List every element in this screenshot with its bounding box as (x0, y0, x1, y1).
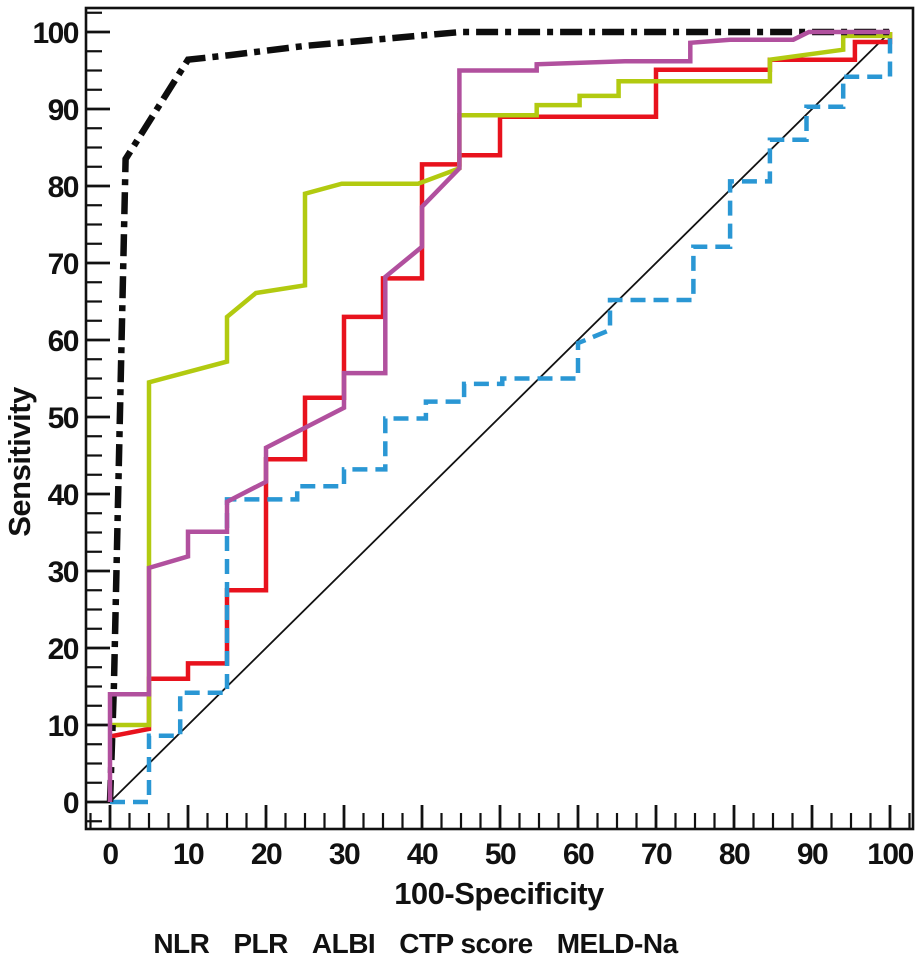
legend-label: CTP score (399, 928, 533, 959)
x-tick-label: 80 (719, 838, 750, 871)
y-tick-label: 10 (48, 710, 79, 743)
y-tick-label: 60 (48, 325, 79, 358)
roc-curve-albi (110, 32, 893, 728)
legend-label: NLR (153, 928, 210, 959)
legend-label: ALBI (311, 928, 376, 959)
x-tick-label: 30 (329, 838, 360, 871)
x-tick-label: 60 (563, 838, 594, 871)
legend: NLR PLR ALBI CTP score MELD-Na (0, 928, 873, 960)
legend-item-plr: PLR (233, 928, 288, 960)
legend-item-ctp-score: CTP score (399, 928, 533, 960)
legend-item-nlr: NLR (153, 928, 210, 960)
x-tick-label: 50 (485, 838, 516, 871)
x-axis-title: 100-Specificity (394, 876, 604, 911)
y-tick-label: 40 (48, 479, 79, 512)
x-tick-label: 20 (251, 838, 282, 871)
y-tick-label: 70 (48, 248, 79, 281)
legend-item-albi: ALBI (311, 928, 376, 960)
roc-curve-meld-na (107, 29, 890, 802)
legend-label: PLR (233, 928, 288, 959)
y-tick-label: 50 (48, 402, 79, 435)
roc-curve-ctp-score (106, 28, 890, 803)
y-tick-label: 0 (63, 787, 79, 820)
x-tick-label: 0 (102, 838, 118, 871)
y-tick-label: 90 (48, 94, 79, 127)
x-tick-label: 70 (641, 838, 672, 871)
x-tick-label: 40 (407, 838, 438, 871)
y-tick-label: 20 (48, 633, 79, 666)
x-tick-label: 10 (173, 838, 204, 871)
legend-item-meld-na: MELD-Na (557, 928, 678, 960)
x-tick-label: 100 (867, 838, 913, 871)
y-tick-label: 30 (48, 556, 79, 589)
roc-curve-plr (110, 32, 893, 805)
y-axis-title: Sensitivity (2, 387, 37, 537)
y-tick-label: 80 (48, 171, 79, 204)
x-tick-label: 90 (797, 838, 828, 871)
reference-diagonal (109, 31, 891, 803)
y-tick-label: 100 (32, 17, 78, 50)
legend-label: MELD-Na (556, 928, 678, 959)
